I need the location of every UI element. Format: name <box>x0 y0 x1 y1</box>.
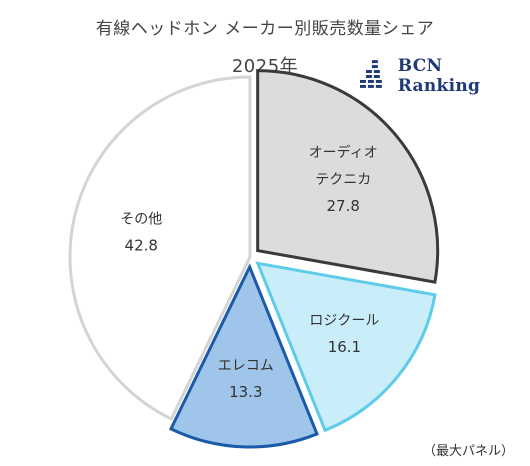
slice-value-1: 16.1 <box>328 338 361 356</box>
pie-slice-2 <box>168 263 319 449</box>
chart-title: 有線ヘッドホン メーカー別販売数量シェア <box>95 19 435 39</box>
slice-value-3: 42.8 <box>125 236 158 254</box>
footnote: （最大パネル） <box>422 444 514 459</box>
pie-slice-1 <box>255 261 437 433</box>
slice-label-2-0: エレコム <box>218 358 274 374</box>
bcn-logo-text: BCN Ranking <box>397 56 481 96</box>
pie-slice-3 <box>68 75 252 421</box>
bcn-logo-icon <box>360 60 382 88</box>
slice-value-2: 13.3 <box>229 383 262 401</box>
slice-label-0-1: テクニカ <box>315 172 371 188</box>
slice-label-3-0: その他 <box>120 211 162 227</box>
slice-label-1-0: ロジクール <box>309 313 379 329</box>
slice-value-0: 27.8 <box>327 197 360 215</box>
pie-slice-0 <box>256 69 440 284</box>
bcn-logo: BCN Ranking <box>360 56 530 96</box>
slice-label-0-0: オーディオ <box>309 144 378 161</box>
